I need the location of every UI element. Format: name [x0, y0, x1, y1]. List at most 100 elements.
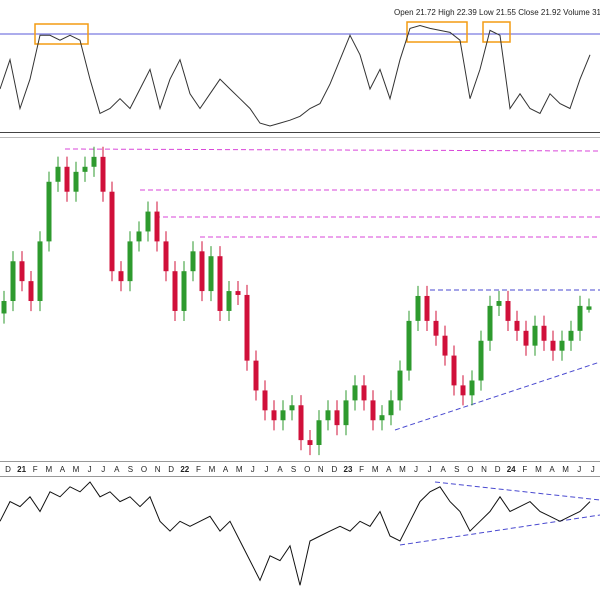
- candle-body: [136, 231, 142, 242]
- candle-body: [82, 166, 88, 172]
- value: 31.7: [592, 8, 600, 17]
- label: Open: [394, 8, 414, 17]
- trend-line: [394, 361, 600, 431]
- candle-body: [190, 251, 196, 272]
- x-tick-label: A: [223, 465, 229, 474]
- candle-body: [361, 385, 367, 401]
- candle-body: [217, 256, 223, 311]
- x-tick-label: N: [481, 465, 487, 474]
- candle-body: [559, 340, 565, 351]
- candle-body: [469, 380, 475, 396]
- x-tick-label: M: [399, 465, 406, 474]
- candle-body: [334, 410, 340, 426]
- candle-body: [73, 171, 79, 192]
- candle-body: [172, 271, 178, 311]
- x-tick-label: D: [168, 465, 174, 474]
- candle-body: [415, 295, 421, 321]
- candle-body: [253, 360, 259, 391]
- candle-body: [352, 385, 358, 401]
- x-tick-label: F: [522, 465, 527, 474]
- candle-body: [577, 305, 583, 331]
- candle-body: [325, 410, 331, 421]
- x-tick-label: O: [304, 465, 310, 474]
- x-tick-label: N: [318, 465, 324, 474]
- candle-body: [181, 271, 187, 311]
- x-tick-label: F: [33, 465, 38, 474]
- candle-body: [451, 355, 457, 386]
- candle-body: [10, 261, 16, 302]
- candle-body: [154, 211, 160, 242]
- resistance-line: [64, 148, 600, 152]
- trend-lines: [394, 289, 600, 546]
- candle-body: [568, 330, 574, 341]
- x-tick-label: 23: [344, 465, 353, 474]
- x-tick-label: A: [441, 465, 447, 474]
- candle-body: [406, 320, 412, 371]
- x-tick-label: M: [73, 465, 80, 474]
- value: 21.92: [541, 8, 562, 17]
- x-tick-label: S: [454, 465, 459, 474]
- candle-body: [433, 320, 439, 336]
- x-tick-label: M: [372, 465, 379, 474]
- x-tick-label: 22: [180, 465, 189, 474]
- x-tick-label: M: [236, 465, 243, 474]
- trend-line: [399, 514, 600, 546]
- candle-body: [46, 181, 52, 242]
- candle-body: [271, 410, 277, 421]
- candle-body: [100, 156, 106, 192]
- candle-body: [280, 410, 286, 421]
- candle-body: [127, 241, 133, 282]
- candle-body: [532, 325, 538, 346]
- value: 21.72: [416, 8, 437, 17]
- x-tick-label: M: [562, 465, 569, 474]
- value: 22.39: [457, 8, 478, 17]
- candle-body: [145, 211, 151, 232]
- candle-body: [343, 400, 349, 426]
- candle-body: [118, 271, 124, 282]
- candle-body: [262, 390, 268, 411]
- x-tick-label: J: [251, 465, 255, 474]
- candle-body: [379, 415, 385, 421]
- x-tick-label: J: [414, 465, 418, 474]
- candle-body: [460, 385, 466, 396]
- x-tick-label: F: [196, 465, 201, 474]
- candle-body: [397, 370, 403, 401]
- x-tick-label: S: [128, 465, 133, 474]
- x-tick-label: N: [155, 465, 161, 474]
- candle-body: [442, 335, 448, 356]
- candle-body: [586, 306, 592, 310]
- candle-body: [1, 301, 7, 314]
- label: High: [438, 8, 454, 17]
- candle-body: [289, 405, 295, 411]
- candle-body: [550, 340, 556, 351]
- x-tick-label: M: [535, 465, 542, 474]
- candle-body: [244, 294, 250, 361]
- x-tick-label: O: [141, 465, 147, 474]
- x-tick-label: J: [591, 465, 595, 474]
- candle-body: [505, 301, 511, 321]
- indicator-line: [0, 481, 591, 586]
- candle-body: [388, 400, 394, 416]
- candle-body: [541, 325, 547, 341]
- x-tick-label: M: [209, 465, 216, 474]
- x-tick-label: A: [114, 465, 120, 474]
- x-tick-label: D: [495, 465, 501, 474]
- candle-body: [496, 301, 502, 306]
- x-tick-label: S: [291, 465, 296, 474]
- candle-body: [514, 320, 520, 331]
- candle-body: [37, 241, 43, 302]
- candle-body: [226, 291, 232, 311]
- x-tick-label: M: [45, 465, 52, 474]
- candle-body: [478, 340, 484, 381]
- label: Close: [518, 8, 539, 17]
- x-tick-label: 21: [17, 465, 26, 474]
- x-tick-label: J: [101, 465, 105, 474]
- candle-body: [316, 420, 322, 446]
- candle-body: [523, 330, 529, 346]
- candle-body: [28, 281, 34, 302]
- candle-body: [307, 440, 313, 446]
- x-tick-label: D: [332, 465, 338, 474]
